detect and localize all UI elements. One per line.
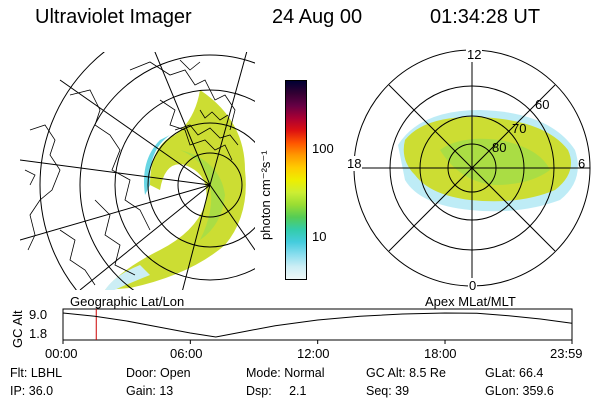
altitude-xtick-1800: 18:00	[424, 346, 457, 361]
altitude-ytick-low: 1.8	[29, 326, 48, 341]
altitude-xtick-0000: 00:00	[45, 346, 78, 361]
info-ip: IP: 36.0	[10, 384, 54, 398]
colorbar	[285, 80, 307, 280]
colorbar-tick-100: 100	[312, 141, 334, 156]
altitude-xticks	[62, 340, 573, 344]
colorbar-tick-10: 10	[312, 229, 327, 244]
polar-mlt-lines	[354, 50, 590, 286]
map-coastlines	[24, 59, 239, 286]
lat-label-60: 60	[535, 97, 550, 112]
geographic-map-label: Geographic Lat/Lon	[70, 294, 185, 309]
mlt-label-6: 6	[578, 156, 586, 171]
altitude-ytick-high: 9.0	[29, 307, 48, 322]
lat-label-80: 80	[492, 140, 507, 155]
info-glon: GLon: 359.6	[485, 384, 554, 398]
altitude-plot-frame	[62, 308, 573, 341]
apex-map-label: Apex MLat/MLT	[425, 294, 516, 309]
info-gc-alt: GC Alt: 8.5 Re	[366, 366, 446, 380]
info-dsp: Dsp: 2.1	[246, 384, 307, 398]
info-seq: Seq: 39	[366, 384, 410, 398]
info-gain: Gain: 13	[126, 384, 174, 398]
altitude-xtick-0600: 06:00	[170, 346, 203, 361]
map-clipped-area	[20, 52, 255, 290]
info-glat: GLat: 66.4	[485, 366, 544, 380]
info-mode: Mode: Normal	[246, 366, 325, 380]
map-aurora-tail	[105, 265, 150, 290]
mlt-label-18: 18	[346, 156, 363, 171]
mlt-label-12: 12	[466, 47, 483, 62]
info-door: Door: Open	[126, 366, 191, 380]
altitude-xtick-1200: 12:00	[297, 346, 330, 361]
time-label: 01:34:28 UT	[430, 6, 541, 28]
map-meridians	[20, 52, 255, 290]
info-flt: Flt: LBHL	[10, 366, 63, 380]
map-aurora-edge	[144, 135, 170, 195]
date-label: 24 Aug 00	[272, 6, 363, 28]
lat-label-70: 70	[512, 121, 527, 136]
mlt-label-0: 0	[468, 278, 478, 293]
instrument-title: Ultraviolet Imager	[35, 6, 192, 28]
colorbar-gradient	[286, 81, 306, 279]
altitude-curve	[62, 312, 572, 338]
map-aurora-band	[105, 90, 246, 290]
altitude-xtick-2359: 23:59	[550, 346, 583, 361]
